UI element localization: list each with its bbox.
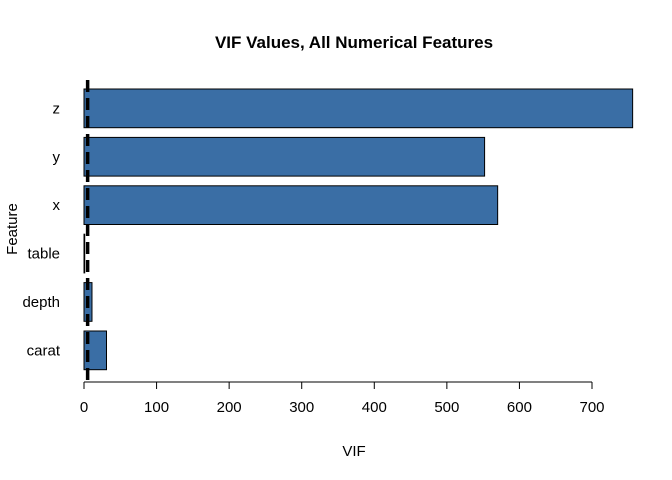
x-tick-label-200: 200	[217, 399, 242, 416]
x-tick-label-0: 0	[80, 399, 88, 416]
y-axis-label: Feature	[4, 203, 21, 255]
x-axis: 0 100 200 300 400 500 600 700	[80, 381, 605, 416]
x-tick-label-300: 300	[289, 399, 314, 416]
bar-y	[83, 136, 486, 177]
x-tick-label-400: 400	[362, 399, 387, 416]
y-tick-label-y: y	[53, 149, 61, 166]
bar-carat	[83, 330, 107, 371]
x-tick-label-600: 600	[507, 399, 532, 416]
x-axis-label: VIF	[342, 443, 365, 460]
y-tick-label-z: z	[53, 100, 61, 117]
y-tick-label-table: table	[27, 246, 60, 263]
bars-group	[83, 88, 634, 371]
y-tick-label-carat: carat	[27, 342, 61, 359]
x-tick-label-100: 100	[144, 399, 169, 416]
y-tick-label-x: x	[53, 197, 61, 214]
bar-z	[83, 88, 634, 129]
y-tick-label-depth: depth	[22, 294, 60, 311]
bar-table	[83, 233, 86, 274]
chart-title: VIF Values, All Numerical Features	[215, 33, 493, 52]
x-tick-label-500: 500	[434, 399, 459, 416]
x-tick-label-700: 700	[579, 399, 604, 416]
bar-x	[83, 185, 499, 226]
y-tick-labels: carat depth table x y z	[22, 100, 60, 359]
